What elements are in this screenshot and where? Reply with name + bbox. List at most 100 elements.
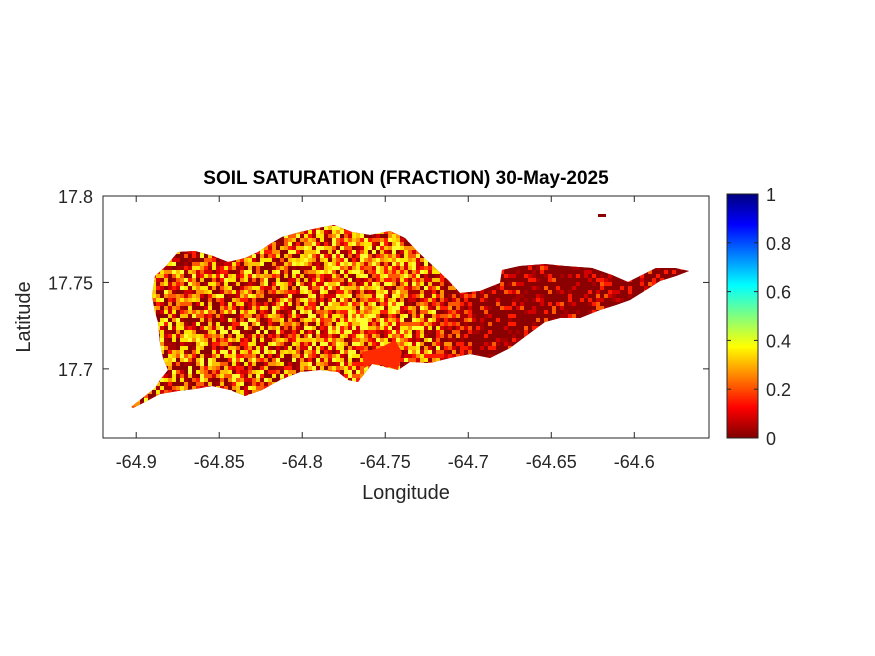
raster-cell [416, 226, 420, 230]
raster-cell [336, 338, 340, 342]
raster-cell [576, 358, 580, 362]
raster-cell [484, 358, 488, 362]
raster-cell [588, 306, 592, 310]
raster-cell [252, 326, 256, 330]
raster-cell [136, 234, 140, 238]
raster-cell [600, 338, 604, 342]
raster-cell [504, 225, 508, 226]
raster-cell [280, 225, 284, 226]
raster-cell [624, 230, 628, 234]
raster-cell [284, 306, 288, 310]
raster-cell [684, 258, 688, 262]
raster-cell [164, 334, 168, 338]
raster-cell [568, 338, 572, 342]
raster-cell [668, 318, 672, 322]
raster-cell [664, 346, 668, 350]
raster-cell [364, 346, 368, 350]
raster-cell [272, 258, 276, 262]
raster-cell [612, 302, 616, 306]
raster-cell [216, 338, 220, 342]
raster-cell [368, 230, 372, 234]
raster-cell [436, 314, 440, 318]
raster-cell [276, 306, 280, 310]
raster-cell [360, 314, 364, 318]
raster-cell [364, 225, 368, 226]
raster-cell [180, 294, 184, 298]
raster-cell [212, 338, 216, 342]
raster-cell [536, 226, 540, 230]
raster-cell [568, 282, 572, 286]
raster-cell [192, 298, 196, 302]
raster-cell [236, 334, 240, 338]
raster-cell [240, 242, 244, 246]
raster-cell [192, 342, 196, 346]
raster-cell [292, 310, 296, 314]
raster-cell [228, 250, 232, 254]
raster-cell [572, 342, 576, 346]
raster-cell [504, 258, 508, 262]
raster-cell [140, 318, 144, 322]
raster-cell [300, 326, 304, 330]
raster-cell [340, 238, 344, 242]
raster-cell [568, 298, 572, 302]
raster-cell [176, 350, 180, 354]
raster-cell [576, 286, 580, 290]
raster-cell [576, 330, 580, 334]
raster-cell [652, 250, 656, 254]
raster-cell [328, 294, 332, 298]
raster-cell [340, 278, 344, 282]
raster-cell [236, 302, 240, 306]
raster-cell [480, 242, 484, 246]
raster-cell [388, 274, 392, 278]
raster-cell [540, 274, 544, 278]
raster-cell [240, 322, 244, 326]
raster-cell [468, 242, 472, 246]
raster-cell [148, 274, 152, 278]
map-area [131, 214, 689, 408]
raster-cell [352, 262, 356, 266]
raster-cell [248, 250, 252, 254]
raster-cell [672, 314, 676, 318]
raster-cell [136, 350, 140, 354]
raster-cell [200, 322, 204, 326]
raster-cell [448, 294, 452, 298]
raster-cell [308, 266, 312, 270]
raster-cell [664, 354, 668, 358]
raster-cell [520, 258, 524, 262]
raster-cell [324, 338, 328, 342]
raster-cell [384, 270, 388, 274]
raster-cell [480, 266, 484, 270]
raster-cell [552, 274, 556, 278]
raster-cell [148, 330, 152, 334]
raster-cell [592, 306, 596, 310]
raster-cell [424, 234, 428, 238]
raster-cell [484, 230, 488, 234]
raster-cell [304, 270, 308, 274]
raster-cell [168, 294, 172, 298]
raster-cell [256, 350, 260, 354]
raster-cell [632, 286, 636, 290]
raster-cell [456, 334, 460, 338]
raster-cell [380, 286, 384, 290]
raster-cell [500, 334, 504, 338]
raster-cell [480, 234, 484, 238]
raster-cell [136, 250, 140, 254]
raster-cell [632, 274, 636, 278]
raster-cell [580, 246, 584, 250]
raster-cell [652, 274, 656, 278]
raster-cell [224, 294, 228, 298]
raster-cell [324, 238, 328, 242]
raster-cell [656, 258, 660, 262]
raster-cell [668, 294, 672, 298]
raster-cell [220, 254, 224, 258]
raster-cell [131, 306, 132, 310]
raster-cell [500, 286, 504, 290]
raster-cell [628, 302, 632, 306]
raster-cell [336, 354, 340, 358]
raster-cell [456, 246, 460, 250]
raster-cell [172, 226, 176, 230]
raster-cell [172, 350, 176, 354]
raster-cell [600, 342, 604, 346]
raster-cell [188, 314, 192, 318]
raster-cell [508, 310, 512, 314]
